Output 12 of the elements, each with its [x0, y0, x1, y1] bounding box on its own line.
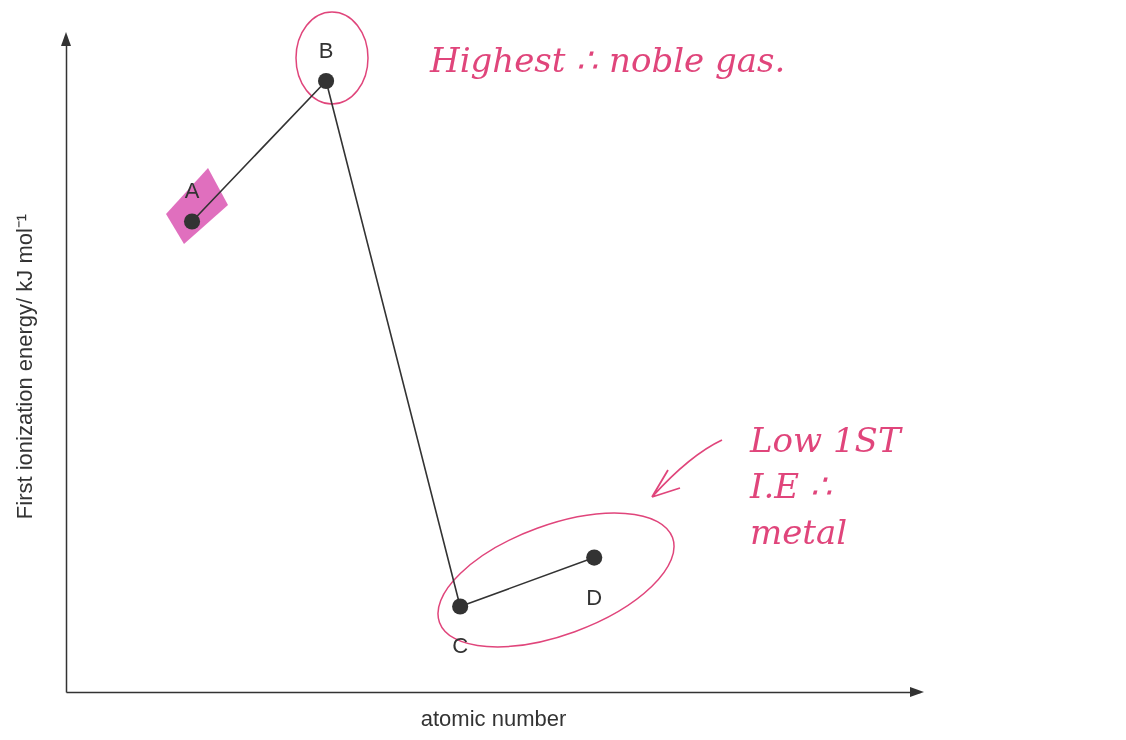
y-axis-title: First ionization energy/ kJ mol⁻¹	[11, 213, 37, 520]
point	[183, 213, 201, 230]
text: Highest ∴ noble gas.	[429, 40, 786, 80]
point	[318, 72, 335, 89]
x-axis-title: atomic number	[420, 705, 567, 731]
x-tick-label: B	[318, 37, 334, 63]
x-tick-label: C	[452, 633, 469, 659]
x-tick-label: D	[586, 584, 603, 610]
text: Low 1ST I.E ∴ metal	[749, 420, 903, 552]
point	[586, 549, 603, 566]
point	[452, 598, 469, 615]
x-tick-label: A	[184, 178, 200, 204]
